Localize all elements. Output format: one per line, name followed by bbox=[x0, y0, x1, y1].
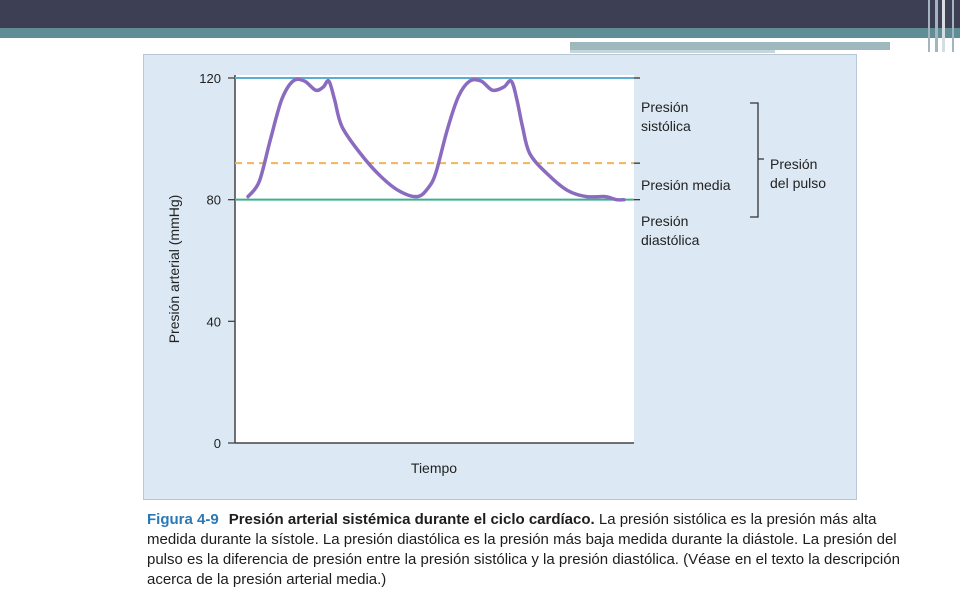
caption-title: Presión arterial sistémica durante el ci… bbox=[228, 511, 595, 528]
slide-corner-decoration bbox=[928, 0, 954, 52]
figure-panel: 0 40 80 120 Presión sistólica Presión media… bbox=[143, 54, 857, 500]
y-tick-label-0: 0 bbox=[214, 436, 221, 451]
pressure-curve bbox=[246, 77, 626, 202]
caption-text: La presión sistólica es la presión más a… bbox=[147, 511, 900, 588]
ref-label-systolic-1: Presión bbox=[641, 99, 688, 115]
pulse-pressure-bracket bbox=[750, 102, 764, 218]
bracket-label-2: del pulso bbox=[770, 175, 826, 191]
slide-accent-stripe bbox=[0, 28, 960, 38]
ref-label-systolic-2: sistólica bbox=[641, 118, 691, 134]
pressure-chart: 0 40 80 120 Presión sistólica Presión media… bbox=[166, 71, 826, 476]
slide-accent-stripe-thin bbox=[570, 50, 775, 53]
bracket-label-1: Presión bbox=[770, 156, 817, 172]
ref-label-mean: Presión media bbox=[641, 177, 731, 193]
plot-area bbox=[235, 75, 634, 443]
x-axis-label: Tiempo bbox=[411, 460, 457, 476]
caption-number: Figura 4-9 bbox=[147, 511, 219, 528]
y-axis-label: Presión arterial (mmHg) bbox=[166, 195, 182, 344]
slide-header-bar bbox=[0, 0, 960, 28]
y-tick-label-120: 120 bbox=[199, 71, 221, 86]
slide-accent-stripe-short bbox=[570, 42, 890, 50]
y-tick-label-40: 40 bbox=[207, 314, 221, 329]
y-tick-label-80: 80 bbox=[207, 193, 221, 208]
figure-caption: Figura 4-9 Presión arterial sistémica dur… bbox=[147, 510, 907, 590]
ref-label-diastolic-1: Presión bbox=[641, 213, 688, 229]
ref-label-diastolic-2: diastólica bbox=[641, 232, 700, 248]
